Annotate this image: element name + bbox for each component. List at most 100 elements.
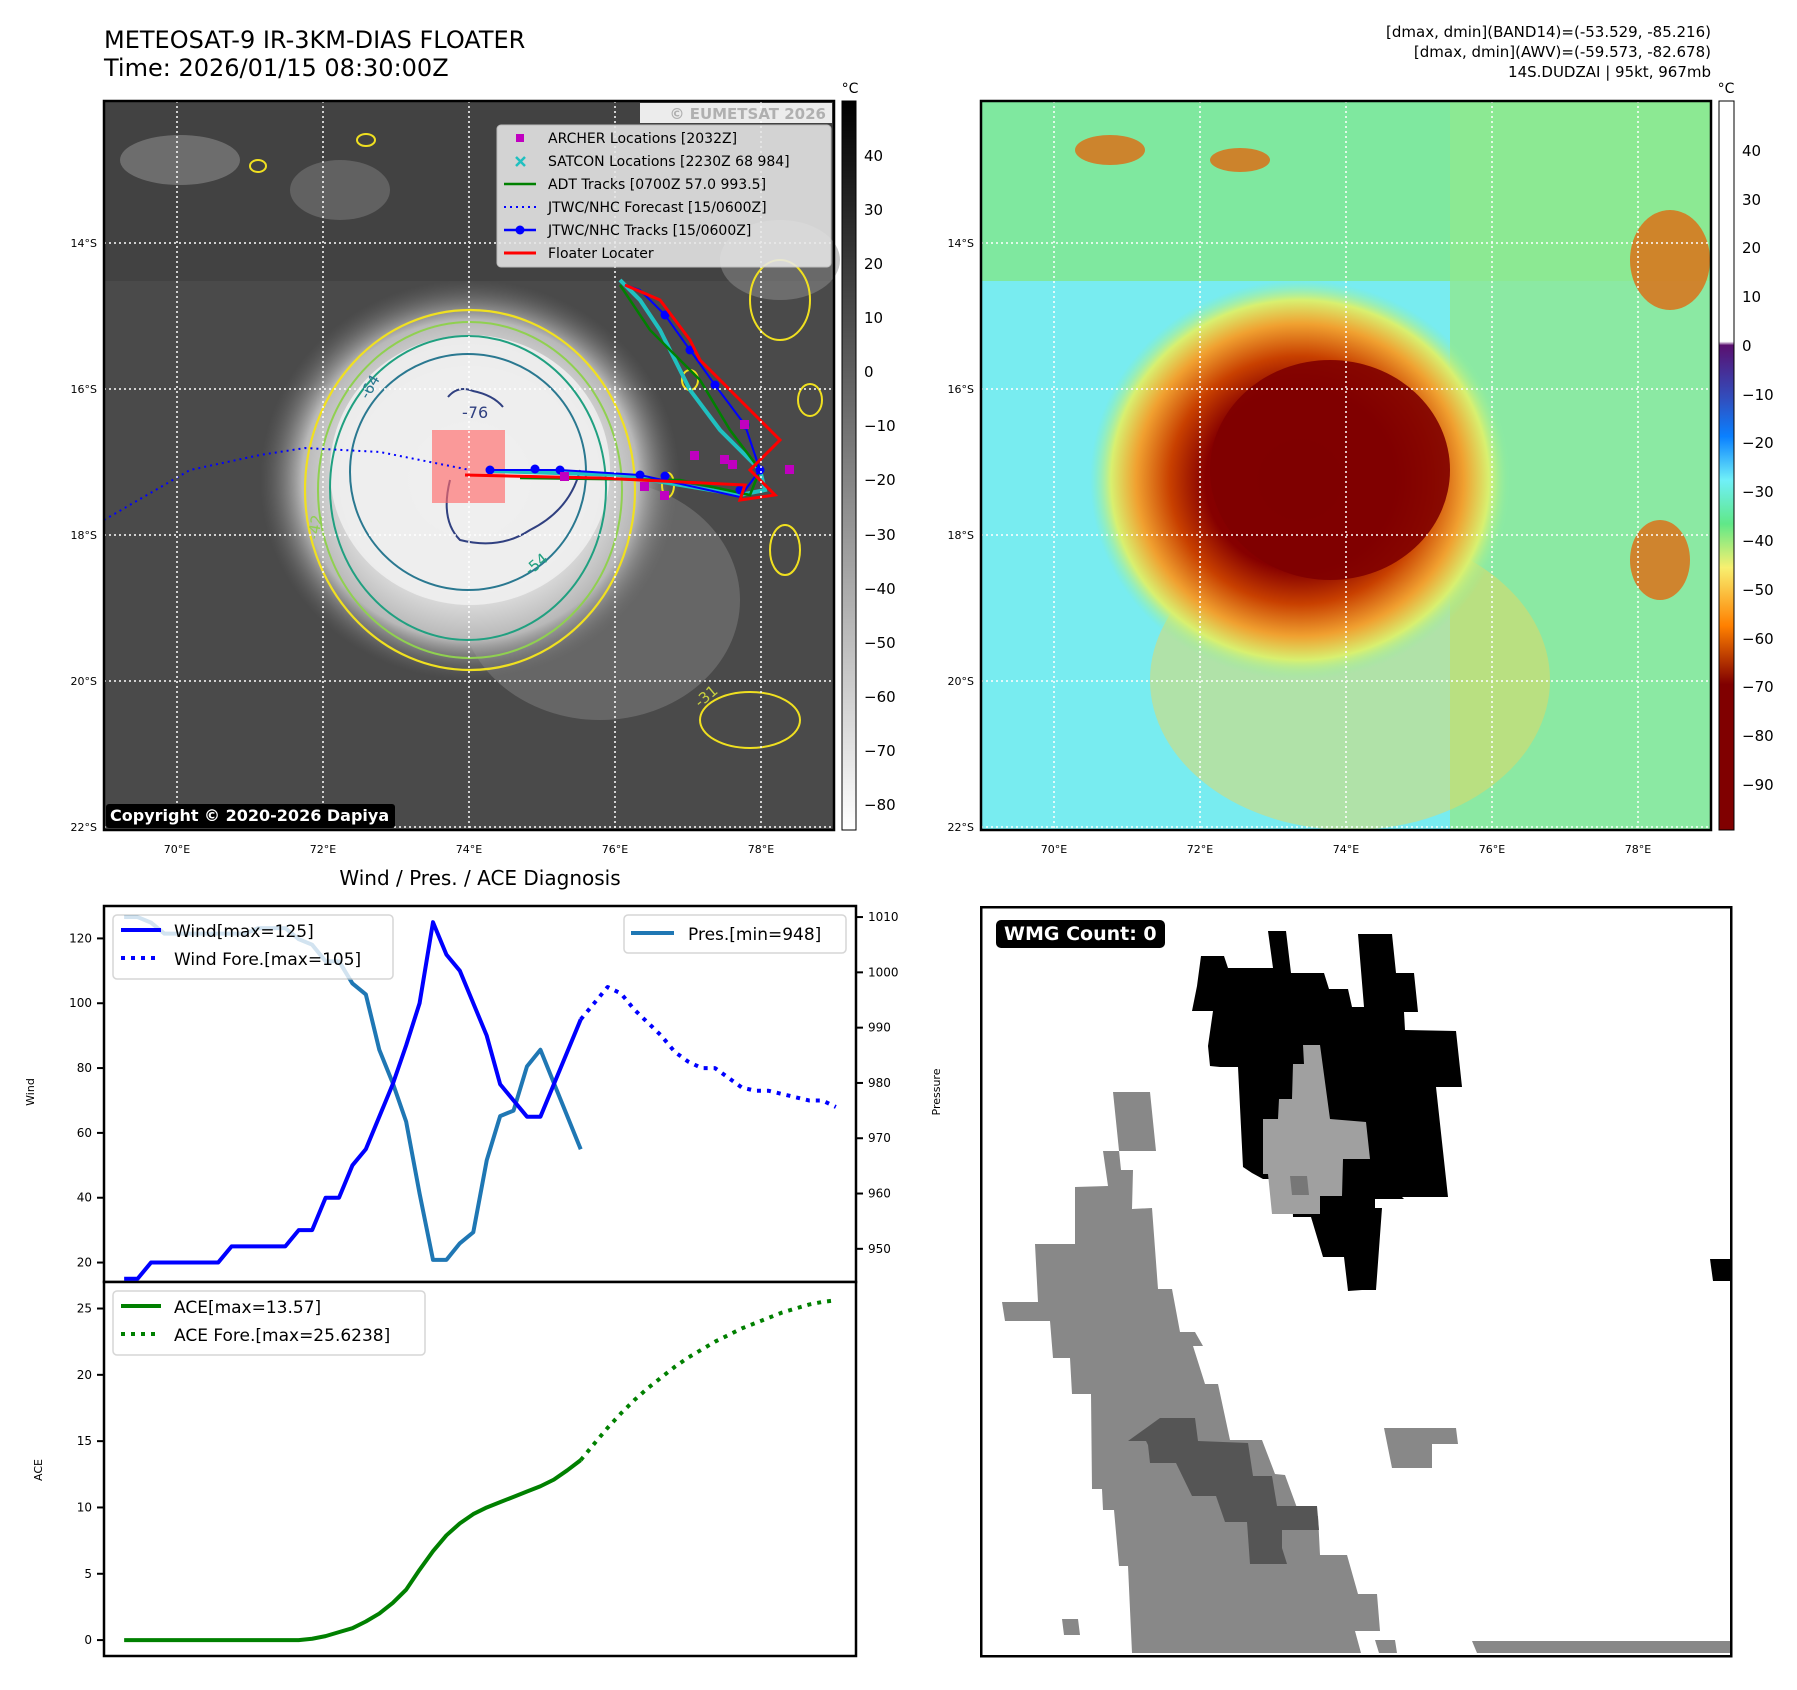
ir-cb-tick: 40 — [864, 147, 883, 165]
y-tick-label: 100 — [69, 996, 92, 1010]
title-line-2: Time: 2026/01/15 08:30:00Z — [104, 54, 449, 82]
wind-y-ticks: 20 40 60 80 100 120 — [69, 931, 104, 1270]
ir-cb-tick: 0 — [864, 363, 874, 381]
legend-ace-fore: ACE Fore.[max=25.6238] — [174, 1326, 390, 1346]
wmg-mid-cell — [1290, 1176, 1309, 1195]
wind-legend-box — [112, 914, 394, 980]
ir-colorbar-gradient — [841, 100, 857, 831]
ir-colorbar: °C 40 30 20 10 0 −10 −20 −30 −40 −50 −60… — [841, 81, 896, 831]
awv-cb-tick: −80 — [1742, 727, 1774, 745]
wmg-count-badge: WMG Count: 0 — [996, 920, 1165, 948]
awv-lon-tick: 72°E — [1187, 843, 1213, 856]
awv-map — [979, 99, 1713, 832]
y2-tick-label: 950 — [868, 1242, 891, 1256]
y-tick-label: 5 — [84, 1567, 92, 1581]
awv-cb-tick: 20 — [1742, 239, 1761, 257]
legend-archer: ARCHER Locations [2032Z] — [548, 131, 737, 147]
legend-adt: ADT Tracks [0700Z 57.0 993.5] — [548, 177, 766, 193]
stats-awv: [dmax, dmin](AWV)=(-59.573, -82.678) — [1413, 43, 1711, 61]
y-tick-label: 10 — [77, 1500, 92, 1514]
contour-yellow — [303, 308, 637, 672]
y-tick-label: 20 — [77, 1368, 92, 1382]
ace-forecast-line — [579, 1298, 837, 1462]
ir-lon-tick: 76°E — [602, 843, 628, 856]
awv-cb-tick: −40 — [1742, 532, 1774, 550]
ace-legend: ACE[max=13.57] ACE Fore.[max=25.6238] — [112, 1290, 426, 1356]
awv-lon-tick: 74°E — [1333, 843, 1359, 856]
ir-legend: ARCHER Locations [2032Z] SATCON Location… — [496, 124, 832, 268]
wmg-light-region — [1263, 1045, 1370, 1214]
y-tick-label: 120 — [69, 931, 92, 945]
awv-cb-tick: −50 — [1742, 581, 1774, 599]
copyright-badge: Copyright © 2020-2026 Dapiya — [106, 804, 396, 828]
contour-teal — [329, 335, 607, 641]
y-tick-label: 20 — [77, 1256, 92, 1270]
pressure-legend: Pres.[min=948] — [623, 914, 847, 954]
y2-tick-label: 1000 — [868, 965, 899, 979]
wmg-dark-region — [1128, 1418, 1319, 1564]
ir-lat-tick: 18°S — [71, 529, 97, 542]
ir-cb-tick: −10 — [864, 417, 896, 435]
eumetsat-watermark-strip — [640, 103, 832, 123]
ir-colorbar-ticks: 40 30 20 10 0 −10 −20 −30 −40 −50 −60 −7… — [864, 147, 896, 814]
y2-tick-label: 960 — [868, 1187, 891, 1201]
awv-cb-tick: −20 — [1742, 434, 1774, 452]
eumetsat-watermark: © EUMETSAT 2026 — [669, 105, 826, 123]
awv-lat-tick: 16°S — [948, 383, 974, 396]
awv-cb-tick: −60 — [1742, 630, 1774, 648]
contour-label-42: -42 — [304, 513, 326, 540]
y2-tick-label: 980 — [868, 1076, 891, 1090]
awv-lat-tick: 14°S — [948, 237, 974, 250]
awv-gridlines — [981, 101, 1711, 830]
diagnosis-charts: Wind / Pres. / ACE Diagnosis Wind Pressu… — [24, 866, 943, 1658]
legend-pressure: Pres.[min=948] — [688, 925, 821, 945]
ir-cb-tick: −40 — [864, 580, 896, 598]
legend-ace: ACE[max=13.57] — [174, 1298, 321, 1318]
contour-core-north — [447, 388, 504, 408]
title-line-1: METEOSAT-9 IR-3KM-DIAS FLOATER — [104, 26, 526, 54]
ace-series — [124, 1298, 837, 1643]
wind-forecast-line — [579, 985, 837, 1109]
legend-floater: Floater Locater — [548, 246, 654, 262]
awv-colorbar-gradient — [1718, 100, 1735, 831]
wmg-edge-cell — [1710, 1259, 1730, 1281]
ir-cb-tick: −30 — [864, 526, 896, 544]
chart-title: Wind / Pres. / ACE Diagnosis — [339, 866, 620, 890]
jtwc-forecast-track — [103, 446, 471, 521]
legend-satcon: SATCON Locations [2230Z 68 984] — [548, 154, 790, 170]
ace-axis-label: ACE — [32, 1459, 45, 1481]
awv-lon-tick: 76°E — [1479, 843, 1505, 856]
ace-y-ticks: 0 5 10 15 20 25 — [77, 1302, 104, 1647]
legend-forecast: JTWC/NHC Forecast [15/0600Z] — [547, 200, 767, 216]
awv-lat-tick: 18°S — [948, 529, 974, 542]
y2-tick-label: 990 — [868, 1021, 891, 1035]
legend-wind-fore: Wind Fore.[max=105] — [174, 950, 361, 970]
contour-label-76: -76 — [462, 403, 488, 422]
ace-legend-box — [112, 1290, 426, 1356]
awv-cb-tick: −10 — [1742, 386, 1774, 404]
convective-cells — [249, 133, 823, 749]
ir-lon-tick: 72°E — [310, 843, 336, 856]
ir-cb-tick: −50 — [864, 634, 896, 652]
ir-lat-tick: 16°S — [71, 383, 97, 396]
ir-cb-tick: 30 — [864, 201, 883, 219]
y-tick-label: 0 — [84, 1633, 92, 1647]
y2-tick-label: 970 — [868, 1131, 891, 1145]
awv-map-frame — [979, 99, 1713, 832]
y-tick-label: 80 — [77, 1061, 92, 1075]
awv-lon-ticks: 70°E 72°E 74°E 76°E 78°E — [1041, 843, 1651, 856]
awv-colorbar: °C 40 30 20 10 0 −10 −20 −30 −40 −50 −60… — [1718, 81, 1774, 831]
y-tick-label: 25 — [77, 1302, 92, 1316]
ir-legend-box — [496, 124, 832, 268]
ir-cb-tick: −70 — [864, 742, 896, 760]
ir-lon-tick: 74°E — [456, 843, 482, 856]
awv-cb-tick: −30 — [1742, 483, 1774, 501]
ir-colorbar-unit: °C — [842, 81, 859, 97]
awv-cb-tick: 40 — [1742, 142, 1761, 160]
ir-lon-ticks: 70°E 72°E 74°E 76°E 78°E — [164, 843, 774, 856]
figure-title: METEOSAT-9 IR-3KM-DIAS FLOATER Time: 202… — [104, 26, 525, 82]
awv-cb-tick: −70 — [1742, 678, 1774, 696]
floater-locater-track — [464, 283, 783, 502]
ir-lat-tick: 20°S — [71, 675, 97, 688]
awv-colorbar-ticks: 40 30 20 10 0 −10 −20 −30 −40 −50 −60 −7… — [1742, 142, 1774, 794]
